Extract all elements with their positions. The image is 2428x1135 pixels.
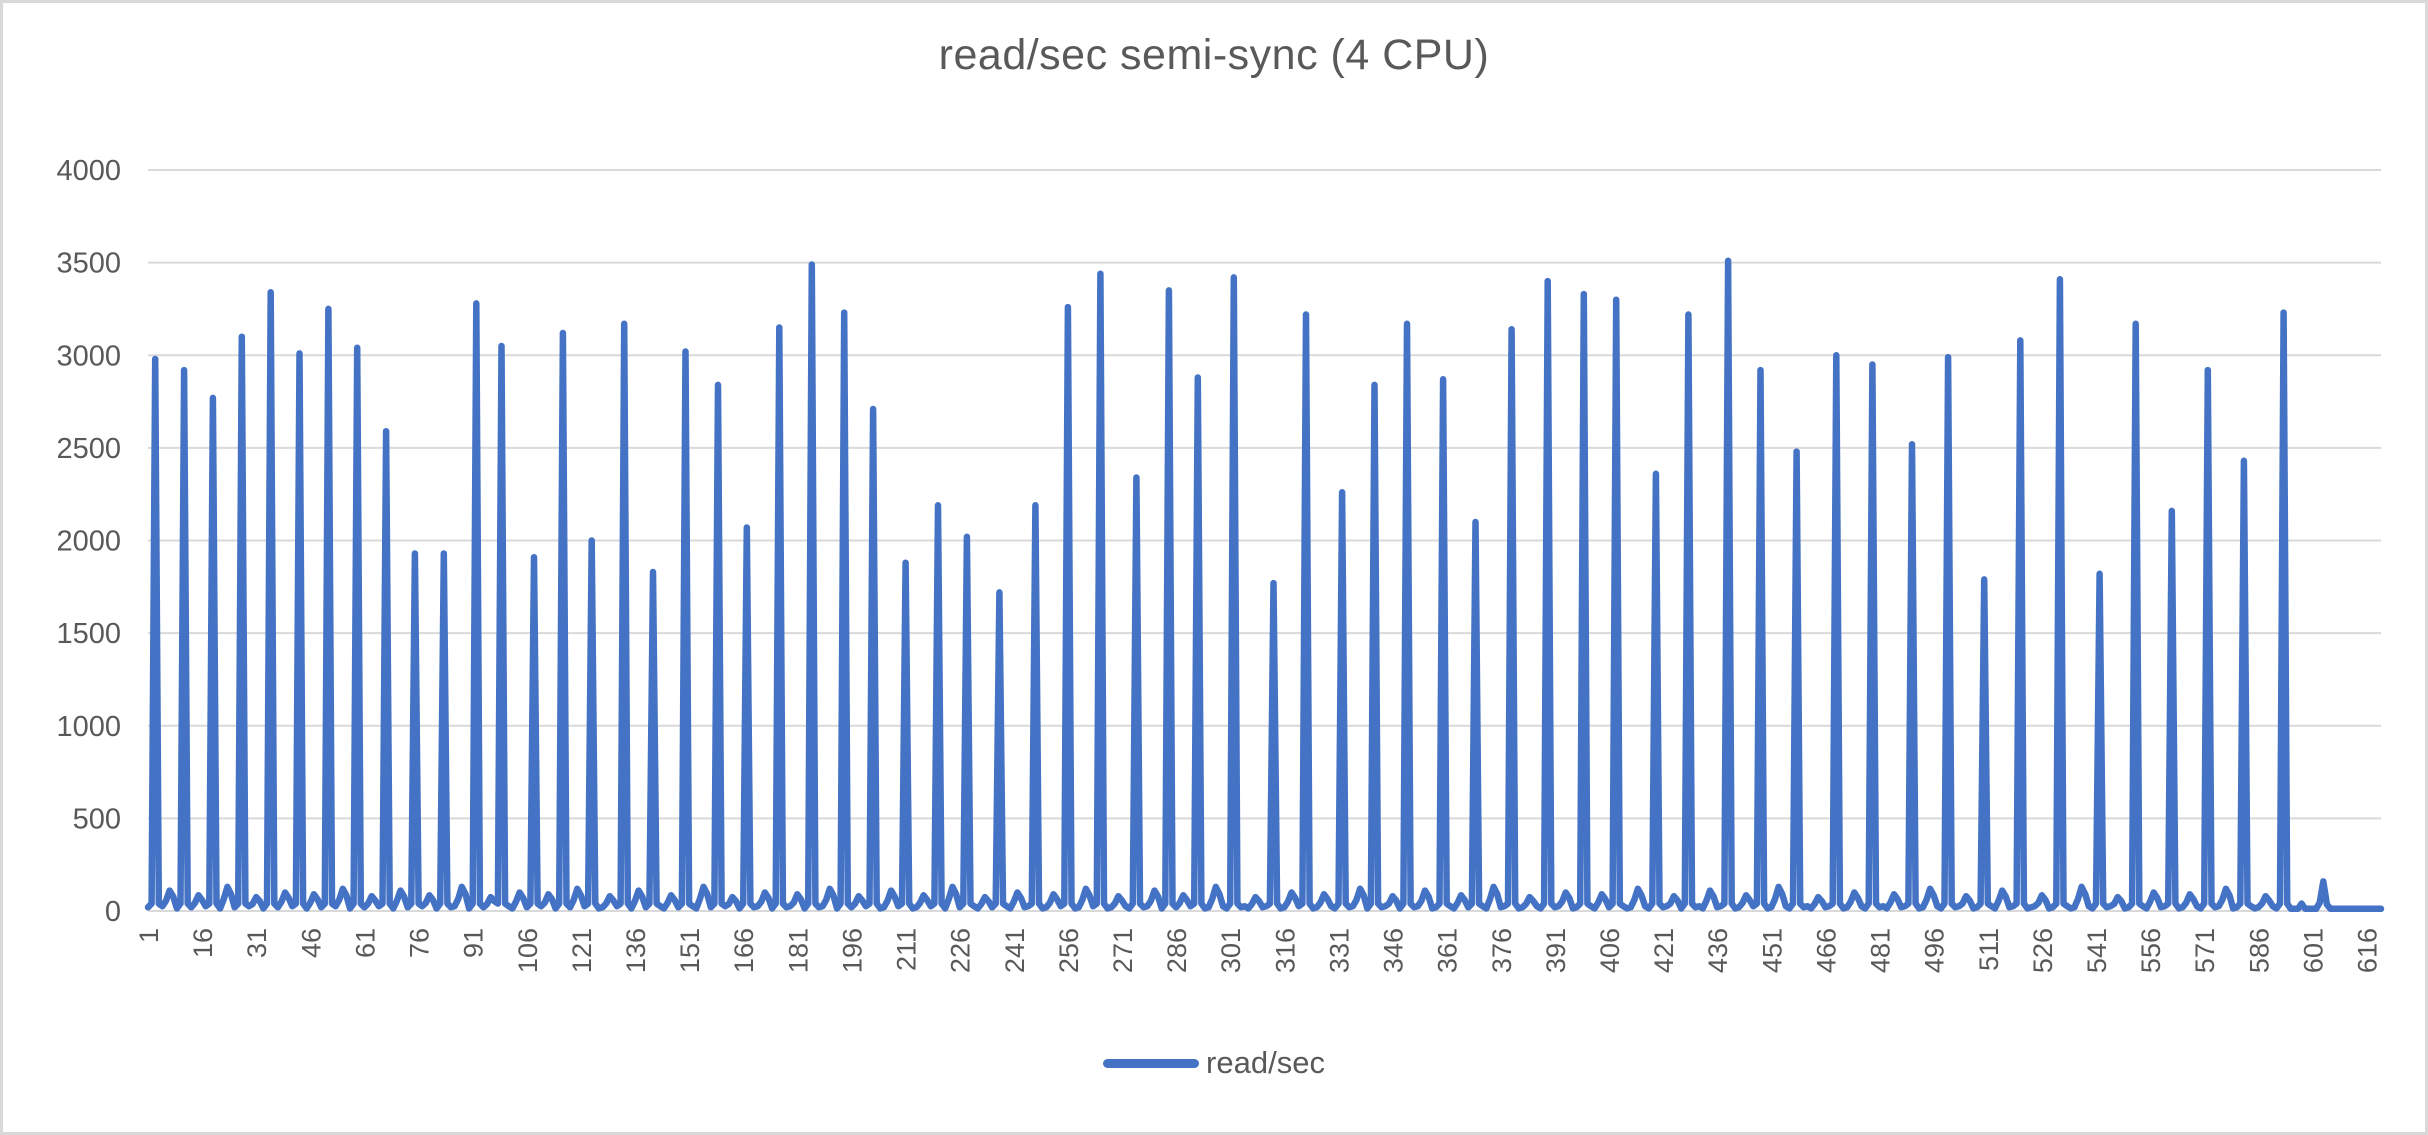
y-axis-tick-label: 4000 [56, 155, 121, 187]
x-axis-tick-label: 16 [188, 928, 218, 958]
x-axis-tick-label: 391 [1541, 928, 1571, 973]
x-axis-tick-label: 46 [296, 928, 326, 958]
x-axis-tick-label: 406 [1595, 928, 1625, 973]
x-axis-tick-label: 376 [1487, 928, 1517, 973]
x-axis-tick-label: 181 [783, 928, 813, 973]
legend-line-marker [1103, 1058, 1200, 1068]
x-axis-tick-label: 91 [459, 928, 489, 958]
legend-label: read/sec [1206, 1045, 1325, 1080]
x-axis-tick-label: 436 [1703, 928, 1733, 973]
x-axis-tick-label: 496 [1920, 928, 1950, 973]
x-axis-tick-label: 271 [1108, 928, 1138, 973]
y-axis-tick-label: 0 [105, 896, 121, 928]
x-axis-tick-label: 136 [621, 928, 651, 973]
x-axis-tick-label: 121 [567, 928, 597, 973]
x-axis-tick-label: 196 [837, 928, 867, 973]
x-axis-tick-label: 616 [2353, 928, 2383, 973]
x-axis-tick-label: 361 [1433, 928, 1463, 973]
y-axis-tick-label: 1500 [56, 618, 121, 650]
x-axis-tick-label: 151 [675, 928, 705, 973]
x-axis-tick-label: 541 [2082, 928, 2112, 973]
x-axis-tick-label: 451 [1757, 928, 1787, 973]
y-axis-tick-label: 1000 [56, 711, 121, 743]
x-axis-tick-label: 481 [1866, 928, 1896, 973]
x-axis-tick-label: 106 [513, 928, 543, 973]
x-axis-tick-label: 226 [946, 928, 976, 973]
x-axis-tick-label: 301 [1216, 928, 1246, 973]
x-axis-tick-label: 331 [1324, 928, 1354, 973]
x-axis-tick-label: 76 [405, 928, 435, 958]
y-axis-tick-label: 3500 [56, 248, 121, 280]
x-axis-tick-label: 421 [1649, 928, 1679, 973]
y-axis-tick-label: 500 [73, 803, 121, 835]
x-axis-tick-label: 511 [1974, 928, 2004, 971]
y-axis-tick-label: 2000 [56, 526, 121, 558]
chart-title: read/sec semi-sync (4 CPU) [938, 31, 1490, 79]
series-line-read-per-sec [144, 257, 2385, 913]
legend: read/sec [3, 1045, 2425, 1081]
x-axis-tick-label: 601 [2298, 928, 2328, 973]
x-axis-tick-label: 211 [892, 928, 922, 971]
x-axis-tick-label: 466 [1811, 928, 1841, 973]
x-axis-tick-label: 256 [1054, 928, 1084, 973]
x-axis-tick-label: 61 [350, 928, 380, 958]
x-axis-tick-label: 166 [729, 928, 759, 973]
x-axis-tick-label: 556 [2136, 928, 2166, 973]
x-axis-tick-label: 31 [242, 928, 272, 958]
x-axis-tick-label: 241 [1000, 928, 1030, 973]
x-axis-tick-label: 316 [1270, 928, 1300, 973]
x-axis-tick-label: 286 [1162, 928, 1192, 973]
x-axis-tick-label: 1 [134, 928, 164, 943]
y-axis-tick-label: 2500 [56, 433, 121, 465]
x-axis-tick-label: 586 [2244, 928, 2274, 973]
x-axis-tick-label: 571 [2190, 928, 2220, 973]
y-axis-tick-label: 3000 [56, 340, 121, 372]
x-axis-tick-label: 346 [1379, 928, 1409, 973]
x-axis-tick-label: 526 [2028, 928, 2058, 973]
